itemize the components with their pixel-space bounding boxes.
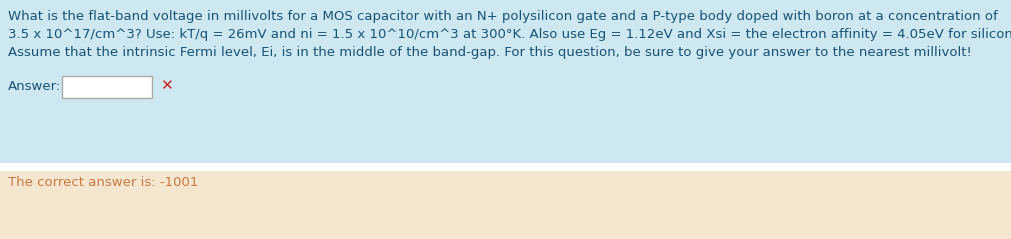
Text: 3.5 x 10^17/cm^3? Use: kT/q = 26mV and ni = 1.5 x 10^10/cm^3 at 300°K. Also use : 3.5 x 10^17/cm^3? Use: kT/q = 26mV and n… xyxy=(8,28,1011,41)
Text: The correct answer is: -1001: The correct answer is: -1001 xyxy=(8,176,198,190)
Text: ✕: ✕ xyxy=(160,78,173,93)
Text: Answer:: Answer: xyxy=(8,80,62,92)
FancyBboxPatch shape xyxy=(62,76,152,98)
FancyBboxPatch shape xyxy=(0,163,1011,171)
Text: What is the flat-band voltage in millivolts for a MOS capacitor with an N+ polys: What is the flat-band voltage in millivo… xyxy=(8,10,998,23)
FancyBboxPatch shape xyxy=(0,171,1011,239)
Text: Assume that the intrinsic Fermi level, Ei, is in the middle of the band-gap. For: Assume that the intrinsic Fermi level, E… xyxy=(8,46,972,59)
